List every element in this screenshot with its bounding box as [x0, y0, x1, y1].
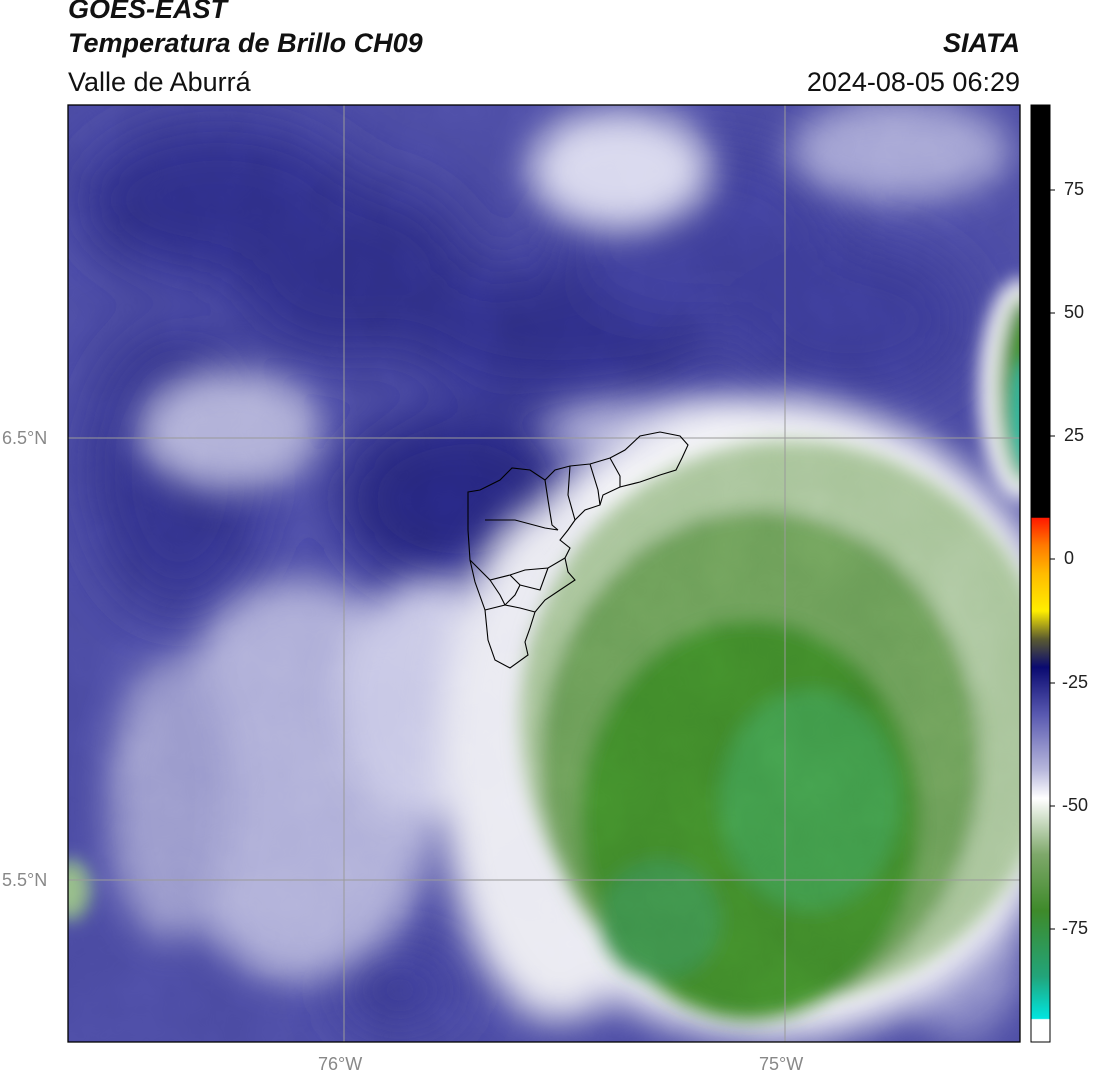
- colorbar-tick-neg50: -50: [1062, 795, 1089, 815]
- region-subtitle: Valle de Aburrá: [68, 67, 251, 97]
- colorbar-tick-25: 25: [1064, 425, 1085, 445]
- datetime-label: 2024-08-05 06:29: [806, 67, 1020, 97]
- colorbar-tick-0: 0: [1064, 548, 1075, 568]
- colorbar-tick-neg25: -25: [1062, 672, 1089, 692]
- lon-label-75w: 75°W: [759, 1054, 804, 1074]
- satellite-title: GOES-EAST: [68, 0, 228, 24]
- colorbar-tick-marks: [1050, 189, 1055, 930]
- colorbar-tick-50: 50: [1064, 302, 1085, 322]
- valle-aburra-boundaries: [467, 431, 689, 669]
- lat-label-6-5: 6.5°N: [2, 428, 48, 448]
- colorbar-tick-75: 75: [1064, 179, 1085, 199]
- lon-label-76w: 76°W: [318, 1054, 363, 1074]
- lat-label-5-5: 5.5°N: [2, 870, 48, 890]
- agency-label: SIATA: [943, 28, 1020, 58]
- map-frame: [67, 104, 1021, 1043]
- brightness-temperature-field: [68, 105, 1020, 1042]
- colorbar-tick-neg75: -75: [1062, 918, 1089, 938]
- colorbar: [1030, 104, 1051, 1043]
- product-title: Temperatura de Brillo CH09: [68, 28, 423, 58]
